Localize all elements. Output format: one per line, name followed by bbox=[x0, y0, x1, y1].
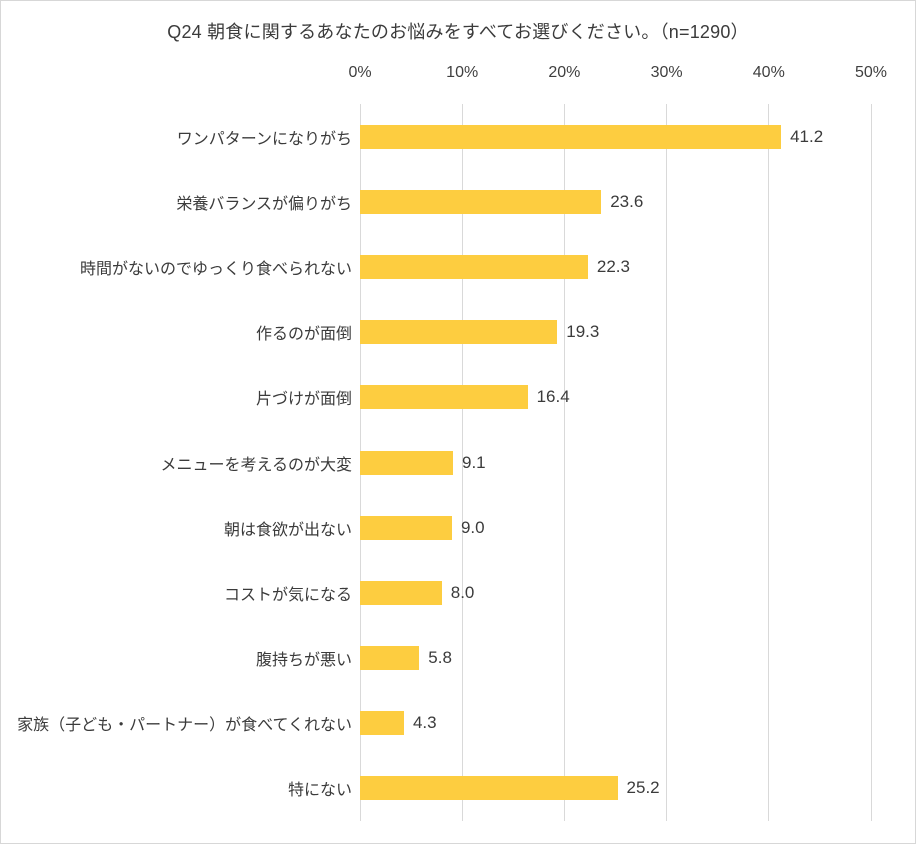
bar bbox=[360, 580, 442, 605]
bar-row: 家族（子ども・パートナー）が食べてくれない 4.3 bbox=[1, 691, 915, 756]
gridline bbox=[768, 104, 770, 821]
chart-title: Q24 朝食に関するあなたのお悩みをすべてお選びください。（n=1290） bbox=[167, 22, 749, 42]
bar-track: 9.1 bbox=[360, 450, 871, 475]
x-axis-tick: 0% bbox=[348, 64, 372, 81]
x-axis-tick: 30% bbox=[650, 64, 683, 81]
bar-row: 栄養バランスが偏りがち 23.6 bbox=[1, 169, 915, 234]
bar bbox=[360, 385, 528, 410]
gridline bbox=[870, 104, 872, 821]
bar-track: 9.0 bbox=[360, 515, 871, 540]
x-axis-tick: 50% bbox=[854, 64, 888, 81]
category-label: 片づけが面倒 bbox=[255, 391, 352, 409]
bar bbox=[360, 450, 453, 475]
category-label: 朝は食欲が出ない bbox=[223, 521, 352, 539]
bar-row: 特にない 25.2 bbox=[1, 756, 915, 821]
value-label: 5.8 bbox=[428, 648, 452, 668]
x-axis-tick: 10% bbox=[446, 64, 479, 81]
value-label: 22.3 bbox=[596, 256, 630, 276]
value-label: 41.2 bbox=[790, 126, 824, 146]
category-label: 作るのが面倒 bbox=[255, 326, 352, 344]
gridline bbox=[563, 104, 565, 821]
x-axis-tick: 20% bbox=[548, 64, 581, 81]
category-label: 時間がないのでゆっくり食べられない bbox=[79, 260, 352, 278]
gridline bbox=[461, 104, 463, 821]
value-label: 4.3 bbox=[412, 713, 437, 733]
category-label: 家族（子ども・パートナー）が食べてくれない bbox=[17, 717, 352, 735]
bar-track: 4.3 bbox=[360, 711, 871, 736]
value-label: 23.6 bbox=[610, 191, 644, 211]
bar-track: 5.8 bbox=[360, 646, 871, 671]
bar bbox=[360, 124, 782, 149]
category-label: 栄養バランスが偏りがち bbox=[176, 195, 352, 213]
category-label: ワンパターンになりがち bbox=[176, 130, 352, 148]
value-label: 9.1 bbox=[462, 452, 486, 472]
category-label: コストが気になる bbox=[223, 586, 352, 604]
category-label: 腹持ちが悪い bbox=[255, 652, 352, 670]
bar-track: 25.2 bbox=[360, 776, 871, 801]
bar-row: 朝は食欲が出ない 9.0 bbox=[1, 495, 915, 560]
bar-row: ワンパターンになりがち 41.2 bbox=[1, 104, 915, 169]
bar bbox=[360, 189, 602, 214]
bar-row: 時間がないのでゆっくり食べられない 22.3 bbox=[1, 234, 915, 299]
gridline bbox=[666, 104, 668, 821]
bar bbox=[360, 646, 420, 671]
value-label: 19.3 bbox=[566, 322, 600, 342]
bar-track: 8.0 bbox=[360, 580, 871, 605]
bar-row: メニューを考えるのが大変 9.1 bbox=[1, 430, 915, 495]
bar-row: 作るのが面倒 19.3 bbox=[1, 300, 915, 365]
bar bbox=[360, 320, 558, 345]
value-label: 9.0 bbox=[460, 517, 485, 537]
value-label: 25.2 bbox=[626, 778, 660, 798]
bar bbox=[360, 711, 404, 736]
x-axis-tick: 40% bbox=[752, 64, 785, 81]
bar-track: 41.2 bbox=[360, 124, 871, 149]
category-label: メニューを考えるのが大変 bbox=[160, 456, 352, 474]
x-axis: 0% 10% 20% 30% 40% 50% bbox=[348, 64, 887, 88]
bar bbox=[360, 515, 452, 540]
value-label: 16.4 bbox=[536, 387, 570, 407]
bar-rows: ワンパターンになりがち 41.2 栄養バランスが偏りがち 23.6 時間がないのでゆっく… bbox=[1, 104, 915, 821]
bar bbox=[360, 776, 618, 801]
bar-track: 23.6 bbox=[360, 189, 871, 214]
bar-track: 22.3 bbox=[360, 254, 871, 279]
bar-track: 19.3 bbox=[360, 320, 871, 345]
category-label: 特にない bbox=[287, 782, 352, 800]
bar-row: コストが気になる 8.0 bbox=[1, 560, 915, 625]
bar-track: 16.4 bbox=[360, 385, 871, 410]
bar-row: 片づけが面倒 16.4 bbox=[1, 365, 915, 430]
bar bbox=[360, 254, 588, 279]
value-label: 8.0 bbox=[450, 582, 475, 602]
bar-row: 腹持ちが悪い 5.8 bbox=[1, 626, 915, 691]
